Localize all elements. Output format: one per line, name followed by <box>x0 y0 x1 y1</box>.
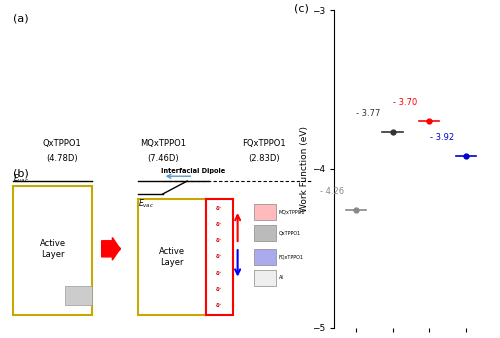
Text: (c): (c) <box>294 4 309 14</box>
FancyBboxPatch shape <box>254 225 276 241</box>
FancyArrow shape <box>102 238 120 260</box>
FancyBboxPatch shape <box>254 270 276 286</box>
Text: MQxTPPO1: MQxTPPO1 <box>279 209 305 214</box>
FancyBboxPatch shape <box>254 249 276 265</box>
Text: δ⁺: δ⁺ <box>216 238 222 243</box>
Text: FQxTPPO1: FQxTPPO1 <box>279 255 304 259</box>
Text: δ⁺: δ⁺ <box>216 255 222 259</box>
Text: QxTPPO1: QxTPPO1 <box>42 139 82 148</box>
Y-axis label: Work Function (eV): Work Function (eV) <box>300 126 309 212</box>
FancyBboxPatch shape <box>206 199 233 315</box>
FancyBboxPatch shape <box>138 199 205 315</box>
FancyBboxPatch shape <box>13 186 92 315</box>
Text: (a): (a) <box>13 13 28 23</box>
FancyBboxPatch shape <box>254 203 276 220</box>
Text: (b): (b) <box>13 168 29 178</box>
Text: Active
Layer: Active Layer <box>159 247 185 267</box>
Text: - 3.70: - 3.70 <box>393 98 417 107</box>
Text: δ⁺: δ⁺ <box>216 206 222 211</box>
Text: δ⁺: δ⁺ <box>216 270 222 275</box>
Text: QxTPPO1: QxTPPO1 <box>279 230 301 235</box>
Text: (2.83D): (2.83D) <box>248 154 280 163</box>
Text: Al: Al <box>279 275 283 280</box>
Text: δ⁺: δ⁺ <box>216 222 222 227</box>
Text: - 4.26: - 4.26 <box>320 187 344 196</box>
Text: FQxTPPO1: FQxTPPO1 <box>242 139 286 148</box>
Text: Active
Layer: Active Layer <box>40 239 66 259</box>
Text: δ⁺: δ⁺ <box>216 303 222 308</box>
FancyBboxPatch shape <box>65 286 92 305</box>
Text: (7.46D): (7.46D) <box>147 154 178 163</box>
Text: $E_{vac}$: $E_{vac}$ <box>13 173 29 186</box>
Text: δ⁺: δ⁺ <box>216 287 222 292</box>
Text: - 3.77: - 3.77 <box>356 109 380 118</box>
Text: Interfacial Dipole: Interfacial Dipole <box>161 168 226 174</box>
Text: - 3.92: - 3.92 <box>430 133 454 142</box>
Text: $E_{vac}$: $E_{vac}$ <box>138 197 154 210</box>
Text: MQxTPPO1: MQxTPPO1 <box>140 139 186 148</box>
Text: (4.78D): (4.78D) <box>46 154 78 163</box>
